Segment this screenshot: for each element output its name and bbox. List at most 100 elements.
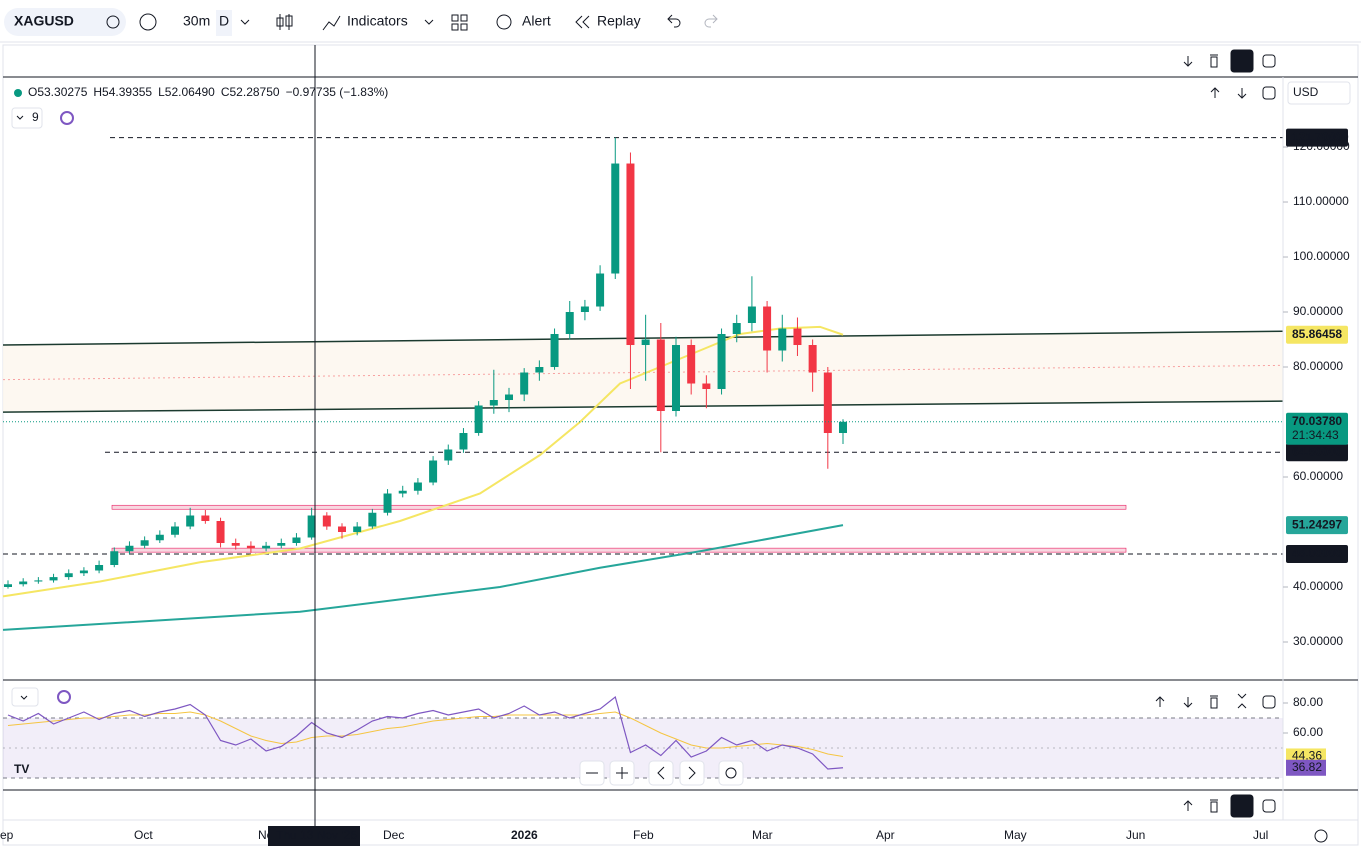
move-up-button[interactable] (1183, 800, 1193, 811)
y-tick-label: 30.00000 (1293, 634, 1343, 648)
restore-button[interactable] (1262, 695, 1276, 709)
alert-icon[interactable] (496, 14, 512, 30)
settings-button[interactable] (1314, 829, 1328, 843)
rsi-tick-label: 60.00 (1293, 725, 1323, 739)
legend-low: L52.06490 (158, 85, 215, 99)
maximize-button[interactable] (1230, 49, 1254, 73)
scroll-right-button[interactable] (679, 760, 705, 786)
candle-body (79, 570, 88, 574)
candle-body (459, 433, 468, 450)
channel-mid (2, 364, 1284, 381)
chart-frame (2, 44, 1359, 846)
move-up-button[interactable] (1155, 696, 1165, 707)
style-box[interactable] (216, 10, 232, 36)
move-down-button[interactable] (1237, 88, 1247, 99)
candle-body (34, 580, 43, 582)
candle-body (262, 545, 271, 549)
replay-button[interactable]: Replay (597, 13, 641, 29)
alert-button[interactable]: Alert (522, 13, 551, 29)
add-symbol-icon[interactable] (139, 13, 157, 31)
restore-button[interactable] (1262, 86, 1276, 100)
nav-glyphs (586, 766, 696, 780)
restore-button[interactable] (1262, 54, 1276, 68)
x-tick-label: Mar (752, 828, 773, 842)
candle-body (672, 345, 680, 412)
undo-icon[interactable] (667, 14, 681, 28)
y-tick-label: 100.00000 (1293, 249, 1350, 263)
symbol-search-icon[interactable] (106, 15, 120, 29)
sync-icon[interactable] (60, 111, 74, 125)
chevron[interactable] (20, 695, 28, 700)
symbol-box[interactable] (4, 8, 126, 36)
delete-button[interactable] (1210, 54, 1218, 68)
candle-body (186, 515, 195, 527)
indicators-icon[interactable] (322, 15, 341, 31)
candle-body (231, 543, 240, 546)
layouts-icon[interactable] (451, 14, 468, 31)
symbol[interactable]: XAGUSD (14, 13, 74, 29)
scroll-left-button[interactable] (648, 760, 674, 786)
reset-button[interactable] (718, 760, 744, 786)
dropdown-icon[interactable] (240, 19, 250, 25)
currency[interactable]: USD (1293, 85, 1319, 99)
last-price-tag (1286, 412, 1348, 445)
redo-icon[interactable] (704, 14, 718, 28)
legend-high: H54.39355 (93, 85, 152, 99)
indicators-button[interactable]: Indicators (347, 13, 408, 29)
candle-body (171, 526, 179, 535)
candle-body (839, 421, 847, 434)
candle-body (702, 383, 711, 390)
maximize-button[interactable] (1230, 794, 1254, 818)
candle-body (49, 577, 58, 581)
currency-box[interactable] (1287, 81, 1351, 105)
x-tick-label: Apr (876, 828, 895, 842)
indicator-count[interactable]: 9 (32, 110, 39, 124)
collapse-button[interactable] (1237, 693, 1247, 709)
x-tick-label: Jun (1126, 828, 1145, 842)
candle-body (717, 334, 726, 390)
dropdown-icon[interactable] (424, 19, 434, 25)
candle-body (368, 512, 377, 527)
candle-body (64, 573, 73, 578)
move-down-button[interactable] (1183, 697, 1193, 708)
candle-body (216, 521, 225, 544)
crosshair-tag (268, 826, 360, 846)
level-tag (1286, 545, 1348, 564)
sync-icon[interactable] (57, 690, 71, 704)
x-tick-label: 2026 (511, 828, 538, 842)
chevron[interactable] (16, 115, 24, 120)
candle-body (732, 323, 741, 335)
restore-button[interactable] (1262, 799, 1276, 813)
candle-body (550, 334, 559, 368)
move-down-button[interactable] (1183, 56, 1193, 67)
candle-body (520, 372, 529, 395)
candle-body (778, 328, 787, 351)
interval[interactable]: 30m (183, 13, 210, 29)
candle-body (687, 345, 696, 384)
level-tag (1286, 128, 1348, 147)
move-up-button[interactable] (1210, 87, 1220, 98)
delete-button[interactable] (1210, 695, 1218, 709)
candle-body (596, 273, 605, 307)
rsi-ma-label: 44.36 (1292, 749, 1322, 763)
indicators-toggle[interactable] (11, 107, 43, 129)
candle-body (763, 306, 772, 351)
rsi-toggle[interactable] (11, 687, 39, 707)
candle-body (307, 515, 316, 538)
candle-body (125, 545, 134, 552)
y-tick-label: 90.00000 (1293, 304, 1343, 318)
delete-button[interactable] (1210, 799, 1218, 813)
candle-body (277, 543, 286, 546)
level-label: 121.70000 (1292, 130, 1349, 144)
candles-icon[interactable] (276, 14, 293, 30)
y-tick-label: 80.00000 (1293, 359, 1343, 373)
status-dot (14, 89, 22, 97)
rsi-line (7, 695, 844, 770)
chart-style[interactable]: D (219, 13, 229, 29)
reset-glyph (725, 767, 737, 779)
replay-icon[interactable] (575, 15, 590, 29)
nav-buttons (579, 760, 744, 786)
candle-body (338, 526, 346, 533)
rsi-tag (1286, 759, 1326, 776)
